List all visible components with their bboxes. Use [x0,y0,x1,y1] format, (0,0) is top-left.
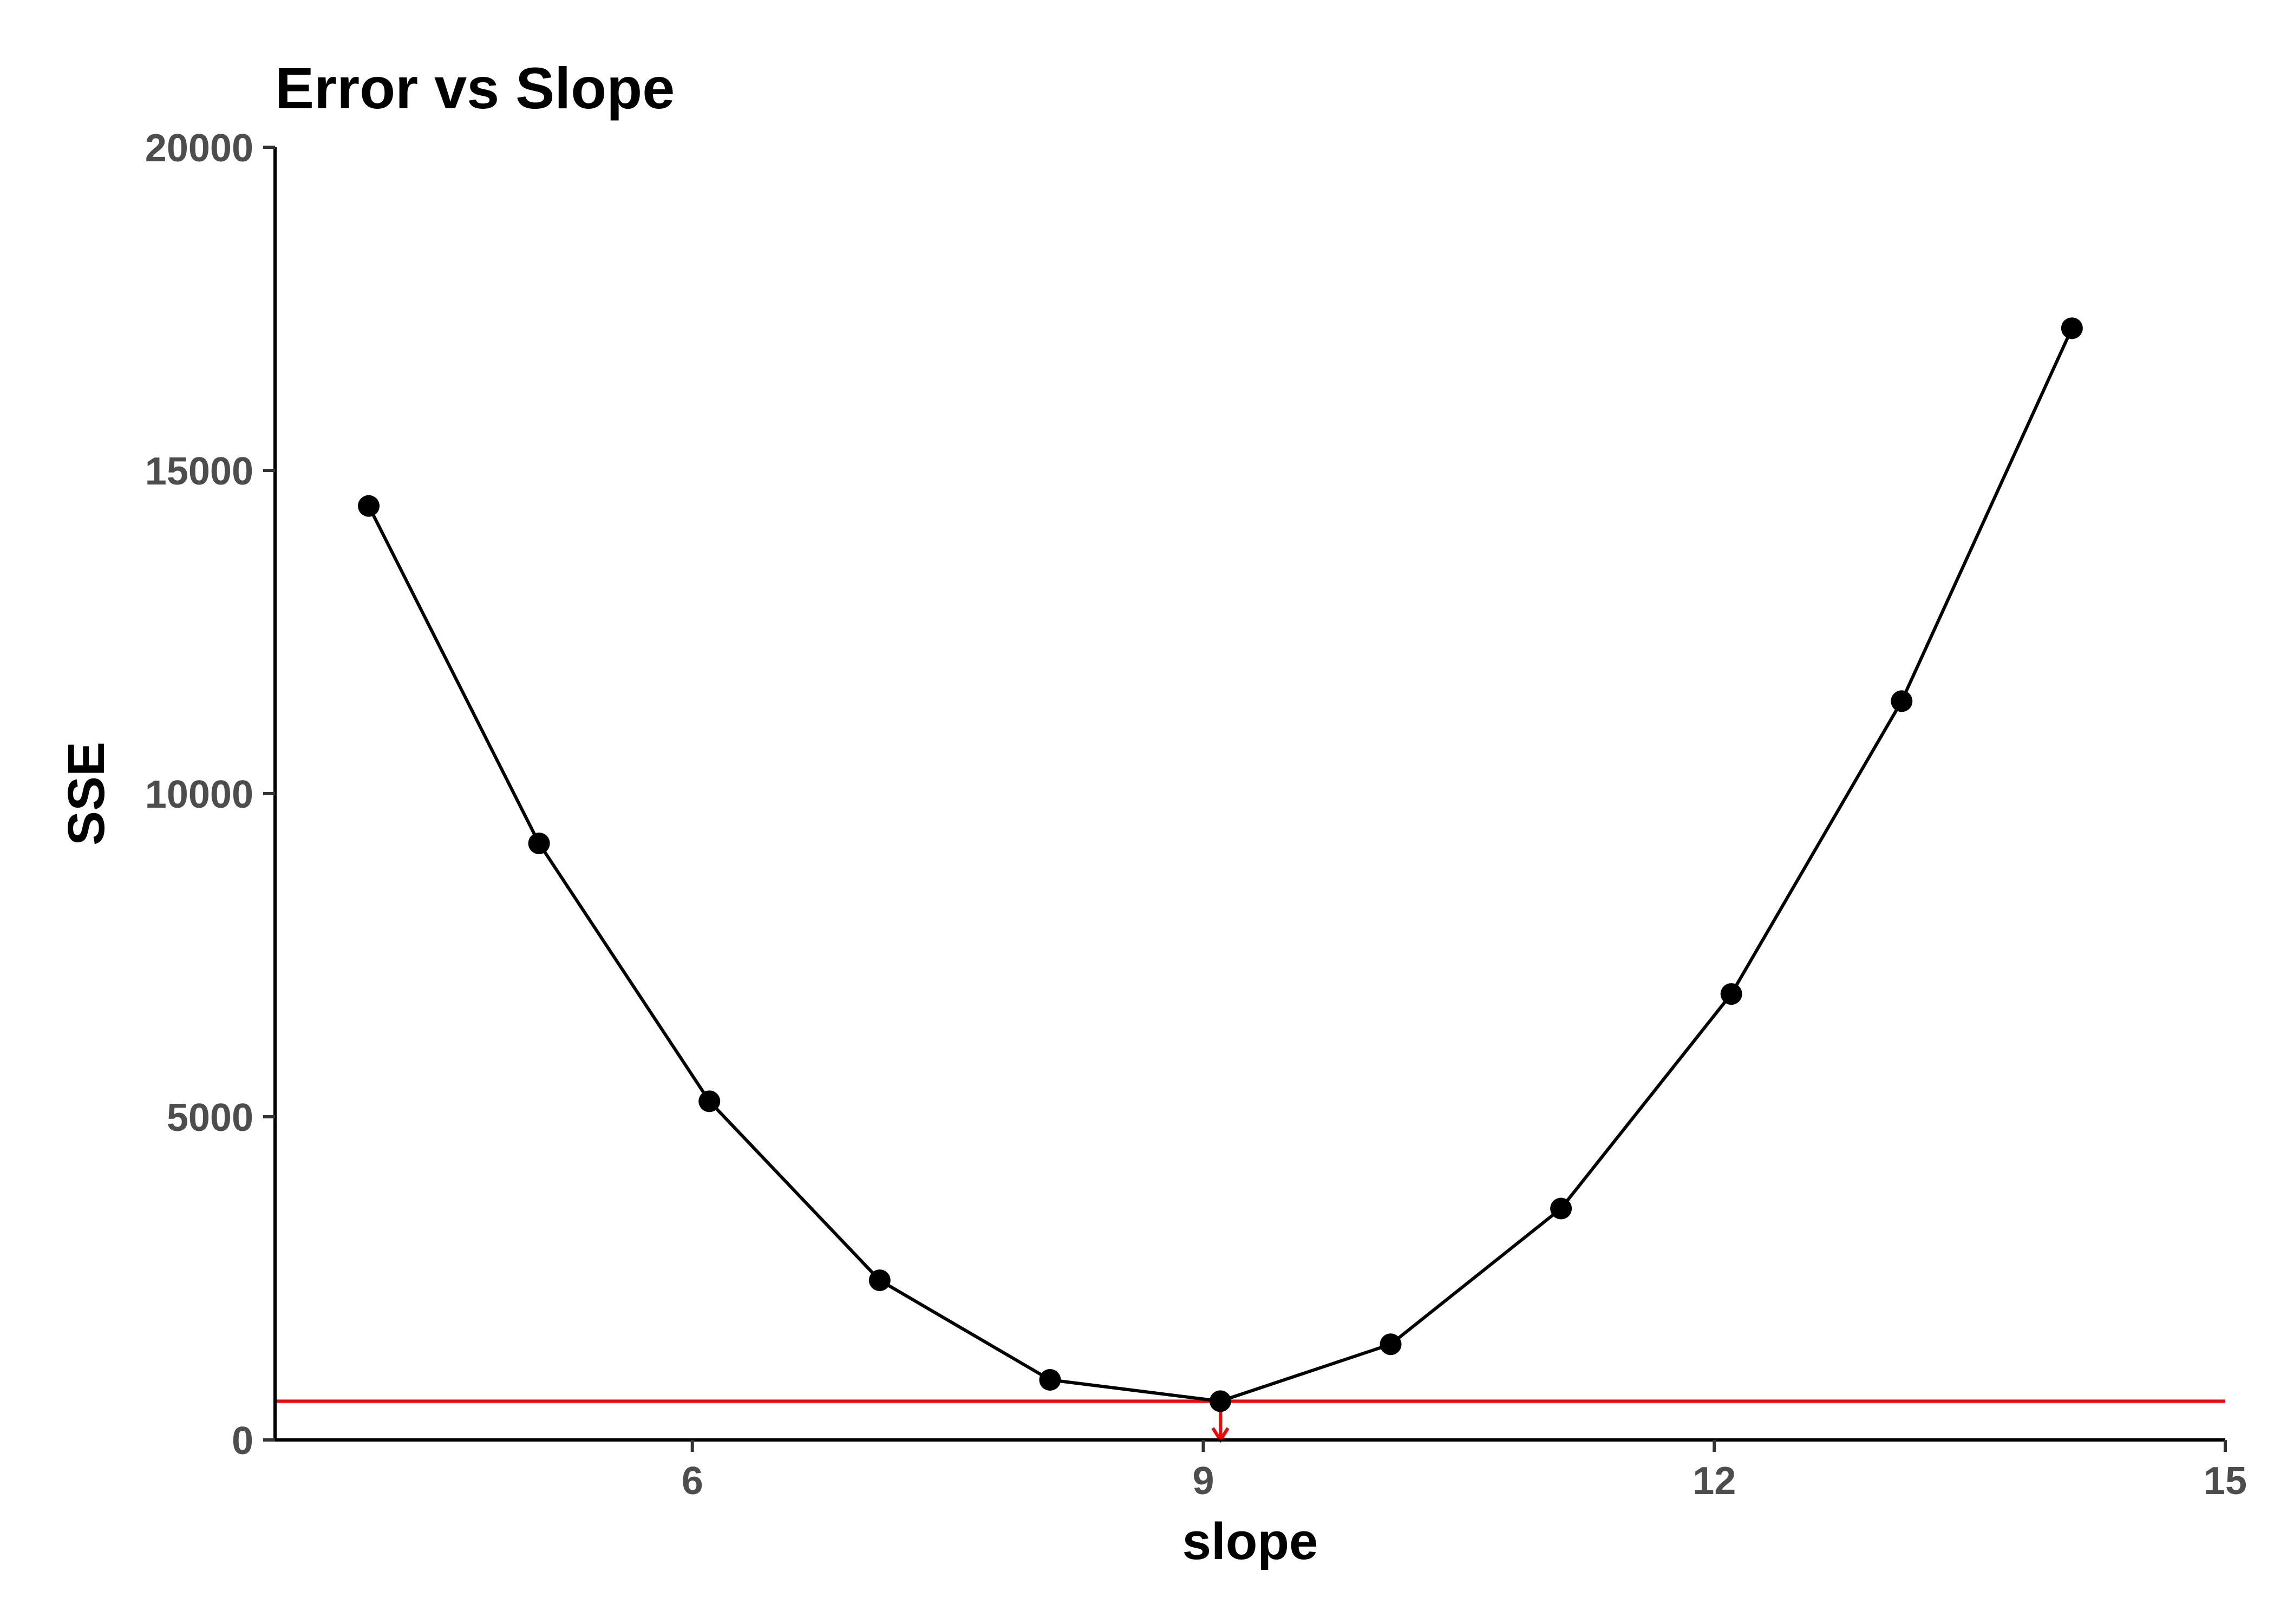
data-point [1891,690,1913,712]
data-point [868,1269,891,1292]
x-tick-label: 15 [2204,1459,2247,1503]
x-tick-label: 9 [1192,1459,1214,1503]
data-point [1380,1333,1402,1355]
y-axis-title: SSE [57,742,115,846]
data-point [698,1090,721,1112]
series-line [367,328,2074,1403]
y-tick-label: 20000 [145,127,253,170]
data-point [1720,983,1742,1005]
data-point [358,495,380,517]
x-tick-label: 12 [1693,1459,1736,1503]
x-tick-label: 6 [682,1459,703,1503]
y-tick-label: 10000 [145,773,253,816]
data-point [1550,1197,1572,1220]
data-point [2061,317,2083,339]
y-tick-label: 15000 [145,450,253,493]
data-point [1039,1368,1061,1391]
x-axis-ticks: 6 9 12 15 [682,1440,2247,1503]
y-tick-label: 0 [232,1419,253,1463]
chart-title: Error vs Slope [275,55,675,121]
y-axis-ticks: 0 5000 10000 15000 20000 [145,127,275,1463]
y-tick-label: 5000 [167,1096,253,1140]
data-point [528,832,550,854]
data-point [1209,1390,1231,1412]
plot-area [275,317,2225,1443]
x-axis-title: slope [1182,1512,1318,1570]
